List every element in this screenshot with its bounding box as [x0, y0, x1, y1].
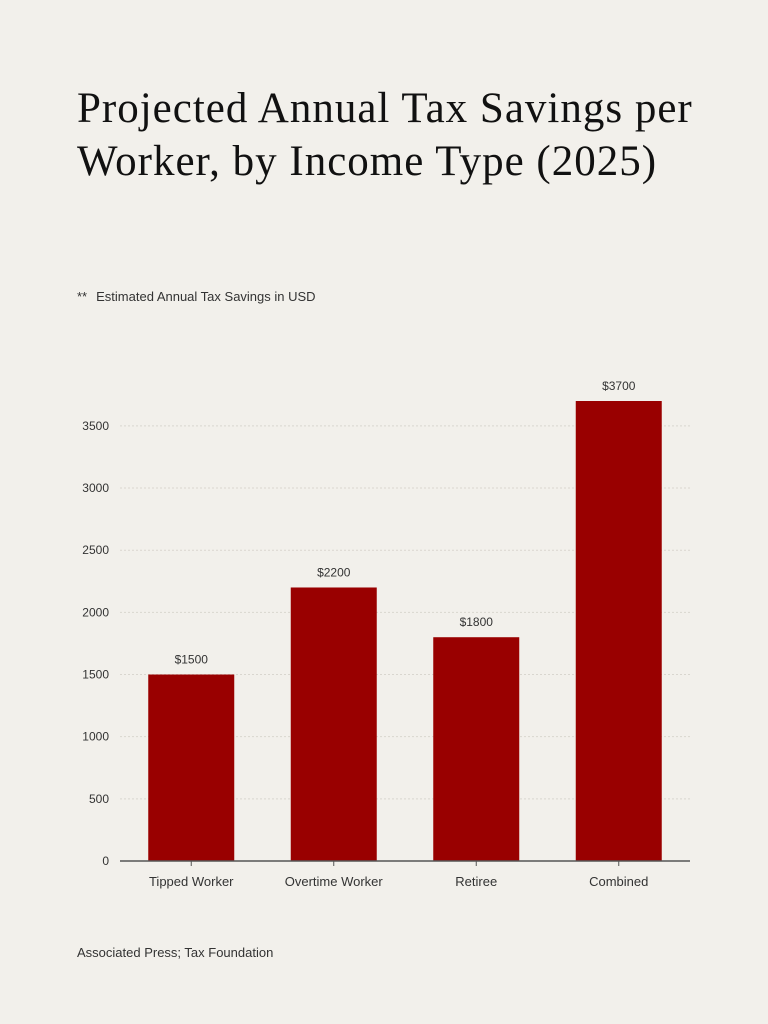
subtitle-mark: ** — [77, 289, 88, 304]
y-tick-label: 2000 — [82, 605, 109, 619]
chart-title: Projected Annual Tax Savings per Worker,… — [77, 85, 693, 185]
bar-value-label: $3700 — [602, 379, 636, 393]
bar-value-label: $2200 — [317, 565, 351, 579]
y-tick-label: 1500 — [82, 668, 109, 682]
x-tick-label: Retiree — [455, 874, 497, 889]
bar-value-label: $1800 — [460, 615, 494, 629]
source-note: Associated Press; Tax Foundation — [77, 945, 274, 960]
bar — [148, 674, 235, 861]
y-axis-ticks: 0 500 1000 1500 2000 2500 3000 3500 — [82, 419, 109, 868]
y-tick-label: 1000 — [82, 730, 109, 744]
chart-subtitle: ** Estimated Annual Tax Savings in USD — [77, 289, 316, 304]
value-labels: $1500 $2200 $1800 $3700 — [175, 379, 636, 667]
y-tick-label: 500 — [89, 792, 109, 806]
y-tick-label: 3000 — [82, 481, 109, 495]
bar — [433, 637, 520, 861]
y-tick-label: 2500 — [82, 543, 109, 557]
x-axis: Tipped Worker Overtime Worker Retiree Combi… — [120, 860, 690, 889]
bar — [575, 401, 662, 861]
subtitle-text: Estimated Annual Tax Savings in USD — [96, 289, 316, 304]
x-tick-label: Combined — [589, 874, 648, 889]
bar-value-label: $1500 — [175, 653, 209, 667]
x-tick-label: Tipped Worker — [149, 874, 234, 889]
gridlines — [120, 425, 690, 800]
x-tick-label: Overtime Worker — [285, 874, 384, 889]
bar — [290, 587, 377, 861]
y-tick-label: 3500 — [82, 419, 109, 433]
y-tick-label: 0 — [102, 854, 109, 868]
bars — [148, 401, 662, 861]
